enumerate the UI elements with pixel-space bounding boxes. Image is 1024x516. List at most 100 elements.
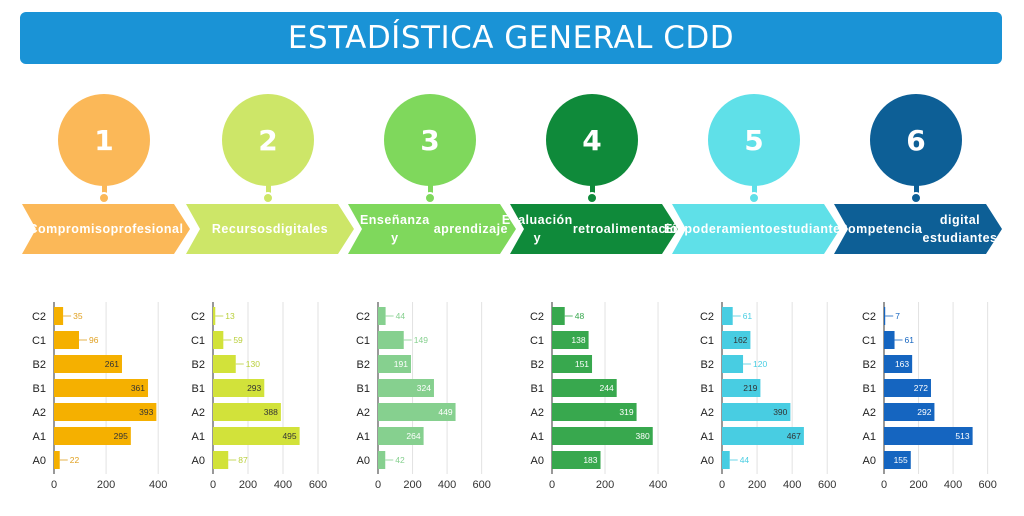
connector-dot	[262, 192, 274, 204]
bar-A1	[722, 427, 804, 445]
data-label: 293	[247, 383, 261, 393]
step-label: Enseñanza y aprendizaje	[356, 204, 508, 254]
bar-C1	[54, 331, 80, 349]
step-label: Recursos digitales	[194, 204, 346, 254]
bar-A0	[552, 451, 601, 469]
bar-C1	[884, 331, 895, 349]
bar-B1	[54, 379, 149, 397]
data-label: 324	[417, 383, 431, 393]
step-number-circle: 5	[708, 94, 800, 186]
category-label: A2	[33, 407, 46, 419]
step-label-line1: Evaluación y	[501, 213, 573, 245]
step-2: 2 Recursos digitales	[186, 92, 354, 262]
data-label: 7	[895, 311, 900, 321]
category-label: C2	[530, 311, 544, 323]
data-label: 13	[225, 311, 235, 321]
x-tick-label: 0	[51, 479, 57, 491]
data-label: 264	[406, 431, 420, 441]
step-label-line2: digitales	[272, 222, 329, 236]
category-label: B2	[863, 359, 876, 371]
category-label: A2	[192, 407, 205, 419]
step-number-circle: 6	[870, 94, 962, 186]
category-label: A1	[33, 431, 46, 443]
category-label: B1	[531, 383, 544, 395]
x-tick-label: 600	[818, 479, 836, 491]
bar-C1	[213, 331, 224, 349]
bar-chart-2: 0 200 400 600 C2 13 C1 59 B2 130 B1 293 A2 388 A1 495 A0…	[191, 302, 327, 491]
data-label: 390	[773, 407, 787, 417]
connector-stem	[752, 184, 757, 198]
data-label: 183	[583, 455, 597, 465]
connector-stem	[914, 184, 919, 198]
category-label: C1	[530, 335, 544, 347]
chevron-banner	[510, 204, 678, 254]
x-tick-label: 200	[909, 479, 927, 491]
x-tick-label: 200	[596, 479, 614, 491]
category-label: B2	[33, 359, 46, 371]
step-label: Empoderamiento estudiantes	[664, 204, 848, 254]
category-label: A1	[863, 431, 876, 443]
step-label-line1: Enseñanza y	[359, 213, 430, 245]
step-label: Compromiso profesional	[29, 204, 184, 254]
category-label: C2	[700, 311, 714, 323]
category-label: A1	[192, 431, 205, 443]
data-label: 22	[70, 455, 80, 465]
connector-stem	[428, 184, 433, 198]
category-label: B1	[357, 383, 370, 395]
data-label: 295	[114, 431, 128, 441]
bar-C1	[552, 331, 589, 349]
category-label: A1	[701, 431, 714, 443]
category-label: C1	[700, 335, 714, 347]
data-label: 96	[89, 335, 99, 345]
step-label: Competencia digital estudiantes	[838, 204, 997, 254]
bar-B2	[884, 355, 913, 373]
chevron-shape	[348, 204, 516, 254]
bar-A1	[884, 427, 973, 445]
step-label-line1: Competencia	[838, 222, 923, 236]
data-label: 191	[394, 359, 408, 369]
data-label: 61	[743, 311, 753, 321]
data-label: 44	[396, 311, 406, 321]
x-tick-label: 600	[978, 479, 996, 491]
x-tick-label: 400	[649, 479, 667, 491]
step-label-line2: estudiantes	[773, 222, 849, 236]
category-label: A0	[531, 455, 544, 467]
bar-C1	[722, 331, 751, 349]
category-label: C2	[191, 311, 205, 323]
step-3: 3 Enseñanza y aprendizaje	[348, 92, 516, 262]
bar-A2	[884, 403, 935, 421]
bar-B2	[722, 355, 744, 373]
category-label: B1	[192, 383, 205, 395]
x-tick-label: 400	[274, 479, 292, 491]
bar-chart-6: 0 200 400 600 C2 7 C1 61 B2 163 B1 272 A2 292 A1 513 A0 1…	[862, 302, 997, 491]
category-label: B2	[531, 359, 544, 371]
data-label: 35	[73, 311, 83, 321]
bar-A0	[722, 451, 730, 469]
bar-B2	[54, 355, 122, 373]
category-label: B1	[863, 383, 876, 395]
bar-B1	[884, 379, 931, 397]
page-title: ESTADÍSTICA GENERAL CDD	[287, 20, 735, 56]
chevron-banner	[834, 204, 1002, 254]
bar-B1	[213, 379, 265, 397]
chevron-shape	[834, 204, 1002, 254]
bar-A0	[54, 451, 60, 469]
x-tick-label: 0	[549, 479, 555, 491]
data-label: 388	[264, 407, 278, 417]
connector-dot	[748, 192, 760, 204]
bar-B1	[552, 379, 617, 397]
category-label: C1	[191, 335, 205, 347]
category-label: C2	[862, 311, 876, 323]
bar-B2	[378, 355, 411, 373]
x-tick-label: 200	[239, 479, 257, 491]
bar-C2	[378, 307, 386, 325]
step-label-line2: profesional	[110, 222, 184, 236]
data-label: 48	[575, 311, 585, 321]
step-label-line2: digital estudiantes	[922, 213, 998, 245]
bar-A1	[213, 427, 300, 445]
bar-A2	[552, 403, 637, 421]
category-label: A0	[357, 455, 370, 467]
chevron-shape	[510, 204, 678, 254]
bar-A1	[54, 427, 131, 445]
bar-A1	[378, 427, 424, 445]
